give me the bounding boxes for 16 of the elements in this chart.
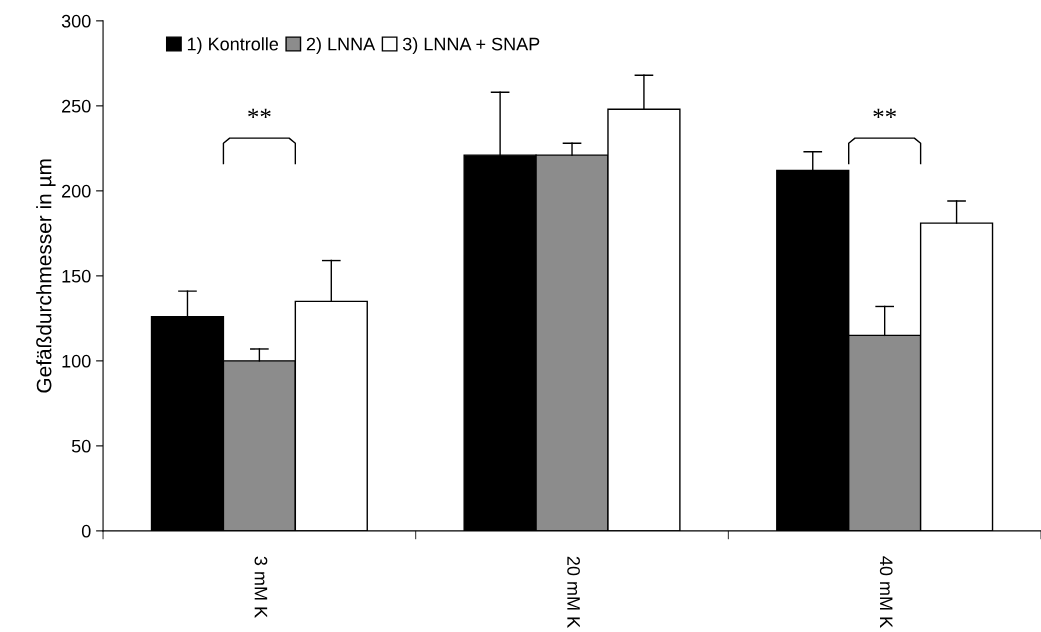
legend-label: 1) Kontrolle	[187, 37, 279, 55]
y-tick-label: 300	[61, 14, 91, 28]
legend-label: 3) LNNA + SNAP	[402, 37, 540, 55]
annotation: **	[248, 108, 271, 118]
y-tick-label: 0	[81, 524, 91, 538]
x-tick-label: 3 mM K	[254, 556, 268, 618]
x-tick-label: 20 mM K	[567, 556, 580, 628]
y-tick-label: 200	[62, 184, 91, 198]
y-tick-label: 250	[62, 99, 91, 113]
y-tick-label: 50	[71, 439, 91, 453]
legend-label: 2) LNNA	[306, 37, 376, 55]
y-tick-label: 100	[62, 354, 91, 368]
y-axis-title: Gefäßdurchmesser in µm	[36, 159, 56, 393]
y-tick-label: 150	[62, 269, 91, 283]
x-tick-label: 40 mM K	[879, 556, 893, 628]
annotation: **	[873, 108, 896, 118]
